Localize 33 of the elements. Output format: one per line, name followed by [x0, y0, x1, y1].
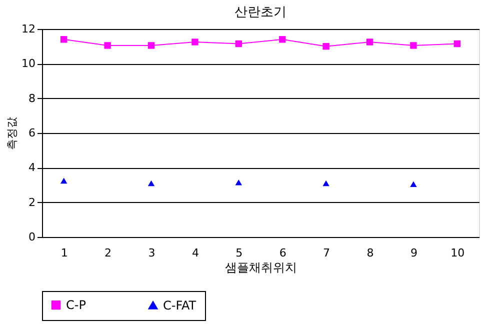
x-tick-label: 6 [279, 246, 286, 260]
y-axis-title: 측정값 [6, 117, 19, 150]
x-tick-label: 4 [192, 246, 199, 260]
y-tick-label: 8 [28, 92, 36, 105]
legend-label: C-FAT [163, 298, 197, 312]
point [60, 178, 68, 184]
point [192, 38, 198, 46]
legend-label: C-P [66, 298, 86, 312]
y-tick-label: 10 [22, 57, 36, 70]
y-tick-label: 6 [28, 126, 36, 140]
x-tick-label: 7 [323, 246, 330, 260]
x-tick-label: 8 [366, 246, 374, 260]
x-tick-label: 2 [104, 246, 112, 260]
point [104, 42, 111, 49]
x-tick-label: 3 [148, 246, 156, 260]
x-tick-label: 5 [236, 246, 243, 260]
point [148, 42, 155, 49]
point [454, 40, 461, 48]
chart-title: 산란초기 [234, 5, 286, 20]
x-axis-title: 샘플채취위치 [225, 260, 297, 274]
point [278, 36, 286, 43]
x-tick-label: 9 [410, 246, 418, 260]
y-tick-label: 2 [28, 196, 36, 209]
point [60, 36, 68, 43]
y-tick-label: 12 [22, 22, 36, 36]
y-tick-label: 0 [28, 230, 36, 244]
x-tick-label: 1 [60, 246, 68, 260]
point [366, 38, 374, 46]
point [235, 40, 242, 48]
point [410, 42, 417, 49]
point [322, 42, 330, 50]
y-tick-label: 4 [28, 161, 36, 174]
x-tick-label: 10 [450, 246, 465, 260]
